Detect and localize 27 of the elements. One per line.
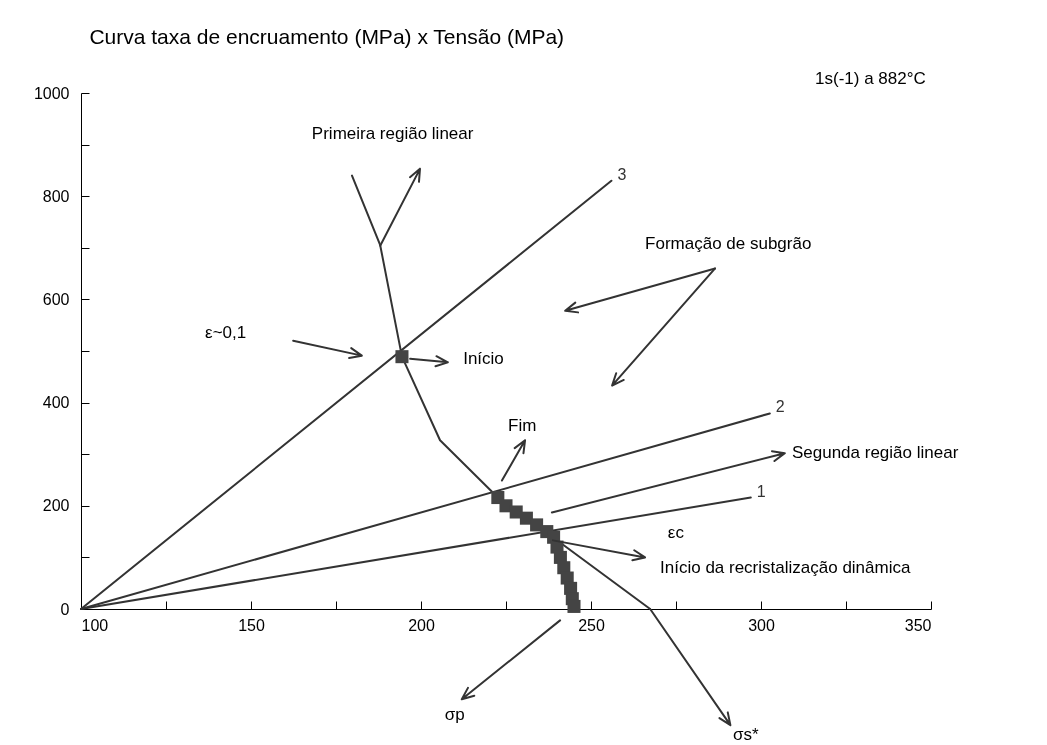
text: σs*: [733, 725, 760, 745]
x-tick-label: 150: [238, 616, 265, 634]
annotation: ε~0,1: [205, 323, 247, 343]
x-tick-label: 100: [81, 616, 109, 634]
y-tick-label: 0: [60, 600, 70, 618]
annotation: εc: [667, 523, 685, 543]
annotation: Formação de subgrão: [645, 233, 812, 253]
series-label: 1: [756, 482, 766, 500]
annotation: Fim: [508, 416, 537, 436]
annotation: Início: [463, 348, 504, 368]
chart-title: Curva taxa de encruamento (MPa) x Tensão (MPa): [89, 25, 565, 49]
text: 1s(-1) a 882°C: [815, 69, 926, 89]
series-label: 2: [775, 398, 785, 416]
y-tick-label: 400: [42, 394, 70, 412]
x-tick-label: 250: [578, 616, 605, 634]
x-tick-label: 300: [748, 616, 775, 634]
text: σp: [444, 704, 465, 724]
x-tick-label: 350: [904, 616, 932, 634]
y-tick-label: 200: [42, 497, 70, 515]
annotation: Segunda região linear: [791, 443, 959, 463]
series-label: 3: [617, 165, 627, 183]
y-tick-label: 800: [42, 187, 70, 205]
y-tick-label: 1000: [33, 84, 70, 102]
annotation: Início da recristalização dinâmica: [660, 558, 911, 578]
x-tick-label: 200: [408, 616, 435, 634]
y-tick-label: 600: [42, 290, 70, 308]
annotation: Primeira região linear: [311, 123, 474, 143]
